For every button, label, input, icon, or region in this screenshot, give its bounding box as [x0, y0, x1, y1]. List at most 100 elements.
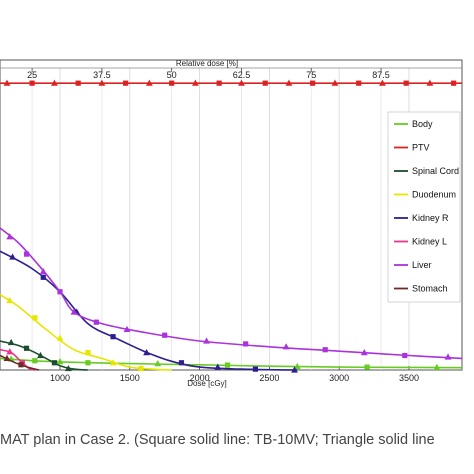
triangle-marker	[39, 267, 47, 275]
triangle-marker	[98, 79, 106, 86]
triangle-marker	[238, 79, 245, 86]
square-marker	[32, 315, 38, 321]
legend-label: Kidney R	[412, 213, 449, 223]
x2-tick-label: 62.5	[233, 70, 251, 80]
top-axis: 25 37.5 50 62.5 75 87.5	[0, 67, 462, 80]
legend: Body PTV Spinal Cord Duodenum Kidney R Kidney…	[387, 111, 461, 303]
square-marker	[123, 80, 129, 86]
triangle-marker	[203, 337, 210, 344]
triangle-marker	[7, 338, 15, 346]
legend-item-kidney-l: Kidney L	[394, 237, 447, 247]
triangle-marker	[192, 79, 199, 86]
triangle-marker	[70, 308, 78, 315]
triangle-marker	[444, 353, 452, 360]
series-spinal-cord	[0, 338, 88, 372]
square-marker	[138, 365, 144, 372]
square-marker	[322, 347, 328, 353]
triangle-marker	[143, 349, 150, 356]
triangle-marker	[109, 359, 117, 366]
x2-tick-label: 75	[306, 70, 316, 80]
triangle-marker	[426, 79, 434, 86]
square-marker	[252, 366, 259, 372]
legend-item-stomach: Stomach	[394, 284, 448, 294]
x-tick-label: 1000	[50, 373, 70, 383]
x-tick-label: 2000	[190, 373, 210, 383]
triangle-marker	[56, 334, 64, 341]
series-body	[0, 355, 463, 370]
triangle-marker	[433, 363, 441, 370]
series-lines	[0, 79, 463, 373]
triangle-marker	[360, 349, 368, 356]
figure-caption: MAT plan in Case 2. (Square solid line: …	[0, 432, 435, 448]
triangle-marker	[282, 343, 290, 350]
x2-tick-label: 50	[167, 70, 177, 80]
square-marker	[243, 341, 249, 347]
triangle-marker	[379, 79, 386, 86]
grid	[31, 68, 410, 370]
legend-label: Kidney L	[412, 237, 447, 247]
triangle-marker	[291, 366, 298, 373]
triangle-marker	[154, 360, 162, 367]
square-marker	[310, 80, 316, 86]
triangle-marker	[9, 253, 16, 260]
square-marker	[262, 80, 268, 86]
legend-item-liver: Liver	[394, 260, 432, 270]
square-marker	[162, 332, 168, 338]
triangle-marker	[56, 357, 64, 365]
square-marker	[451, 80, 457, 86]
square-marker	[403, 80, 409, 86]
series-line	[0, 227, 463, 360]
legend-item-body: Body	[394, 119, 433, 129]
legend-item-spinal-cord: Spinal Cord	[394, 166, 459, 176]
legend-item-duodenum: Duodenum	[394, 190, 456, 200]
series-liver	[0, 227, 463, 360]
series-line	[0, 340, 88, 371]
legend-item-ptv: PTV	[394, 143, 430, 153]
x2-tick-label: 25	[27, 70, 37, 80]
triangle-marker	[285, 79, 293, 86]
legend-label: Body	[412, 119, 433, 129]
triangle-marker	[3, 79, 11, 86]
plot-area	[0, 59, 463, 371]
x-tick-label: 1500	[120, 373, 140, 383]
series-stomach	[0, 354, 40, 371]
legend-label: Liver	[412, 260, 432, 270]
triangle-marker	[331, 79, 339, 86]
square-marker	[356, 80, 362, 86]
triangle-marker	[37, 351, 44, 359]
square-marker	[402, 352, 408, 359]
square-marker	[93, 319, 99, 325]
triangle-marker	[123, 325, 131, 333]
x2-tick-label: 87.5	[372, 70, 390, 80]
triangle-marker	[64, 364, 72, 372]
square-marker	[40, 274, 46, 280]
square-marker	[23, 345, 30, 351]
legend-label: Stomach	[412, 284, 448, 294]
legend-label: Duodenum	[412, 190, 456, 200]
x2-tick-label: 37.5	[93, 70, 111, 80]
square-marker	[32, 358, 38, 364]
legend-label: PTV	[412, 143, 430, 153]
legend-box	[387, 111, 461, 303]
square-marker	[110, 334, 116, 340]
square-marker	[216, 80, 222, 86]
series-ptv	[0, 79, 462, 86]
square-marker	[169, 80, 175, 86]
triangle-marker	[51, 79, 58, 86]
series-line	[0, 357, 463, 369]
square-marker	[85, 350, 91, 356]
square-marker	[57, 289, 63, 295]
x-tick-label: 3500	[399, 373, 419, 383]
square-marker	[75, 80, 81, 86]
square-marker	[29, 80, 35, 86]
square-marker	[18, 362, 24, 368]
triangle-marker	[145, 79, 153, 86]
square-marker	[364, 364, 370, 370]
series-duodenum	[0, 294, 172, 372]
triangle-marker	[6, 296, 14, 304]
square-marker	[224, 362, 231, 368]
square-marker	[23, 251, 30, 257]
bottom-axis-title: Dose [cGy]	[187, 379, 227, 388]
x-tick-label: 3000	[329, 373, 349, 383]
